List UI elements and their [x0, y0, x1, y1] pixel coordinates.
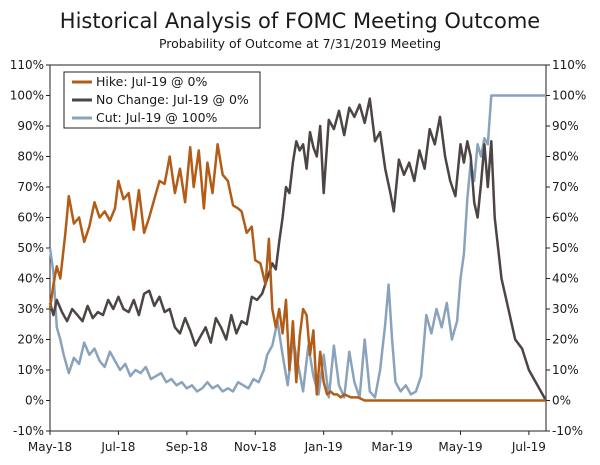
- legend: Hike: Jul-19 @ 0% No Change: Jul-19 @ 0%…: [63, 71, 261, 129]
- y-tick-label-left: 20%: [17, 333, 44, 347]
- x-tick-label: Mar-19: [371, 440, 412, 454]
- legend-label-no-change: No Change: Jul-19 @ 0%: [96, 92, 249, 107]
- y-tick-label-left: -10%: [13, 424, 44, 438]
- y-tick-label-left: 100%: [10, 89, 44, 103]
- y-tick-label-right: 70%: [552, 180, 579, 194]
- y-tick-label-right: 100%: [552, 89, 586, 103]
- y-tick-label-right: 20%: [552, 333, 579, 347]
- y-tick-label-left: 30%: [17, 302, 44, 316]
- y-tick-label-right: 50%: [552, 241, 579, 255]
- y-tick-label-right: 40%: [552, 272, 579, 286]
- x-tick-label: Jul-19: [511, 440, 546, 454]
- y-tick-label-right: -10%: [552, 424, 583, 438]
- y-tick-label-left: 50%: [17, 241, 44, 255]
- x-tick-label: Sep-18: [166, 440, 208, 454]
- x-axis: May-18 Jul-18 Sep-18 Nov-18 Jan-19 Mar-19 May-…: [28, 431, 546, 454]
- series-lines: [48, 94, 548, 402]
- chart-subtitle: Probability of Outcome at 7/31/2019 Meet…: [159, 36, 441, 51]
- y-tick-label-right: 110%: [552, 58, 586, 72]
- y-tick-label-right: 0%: [552, 394, 571, 408]
- series-line-cut: [48, 94, 546, 399]
- y-axis-right: -10% 0% 10% 20% 30% 40% 50% 60% 70% 80% 90% 100% 110…: [546, 58, 586, 438]
- x-tick-label: Nov-18: [234, 440, 277, 454]
- y-tick-label-left: 110%: [10, 58, 44, 72]
- y-tick-label-right: 30%: [552, 302, 579, 316]
- y-tick-label-right: 60%: [552, 211, 579, 225]
- y-tick-label-left: 0%: [25, 394, 44, 408]
- y-tick-label-left: 80%: [17, 150, 44, 164]
- y-tick-label-right: 90%: [552, 119, 579, 133]
- y-tick-label-left: 90%: [17, 119, 44, 133]
- legend-label-cut: Cut: Jul-19 @ 100%: [96, 110, 218, 125]
- x-tick-label: Jan-19: [304, 440, 343, 454]
- x-tick-label: May-19: [438, 440, 482, 454]
- chart-title: Historical Analysis of FOMC Meeting Outc…: [60, 9, 540, 33]
- legend-label-hike: Hike: Jul-19 @ 0%: [96, 74, 207, 89]
- y-tick-label-right: 10%: [552, 363, 579, 377]
- y-tick-label-left: 60%: [17, 211, 44, 225]
- legend-box: [63, 71, 261, 129]
- y-tick-label-left: 10%: [17, 363, 44, 377]
- y-tick-label-left: 40%: [17, 272, 44, 286]
- series-line-no-change: [48, 97, 548, 402]
- x-tick-label: Jul-18: [100, 440, 135, 454]
- y-tick-label-left: 70%: [17, 180, 44, 194]
- series-line-hike: [48, 143, 546, 402]
- y-axis-left: -10% 0% 10% 20% 30% 40% 50% 60% 70% 80% 90% 100% 110…: [10, 58, 50, 438]
- y-tick-label-right: 80%: [552, 150, 579, 164]
- x-tick-label: May-18: [28, 440, 72, 454]
